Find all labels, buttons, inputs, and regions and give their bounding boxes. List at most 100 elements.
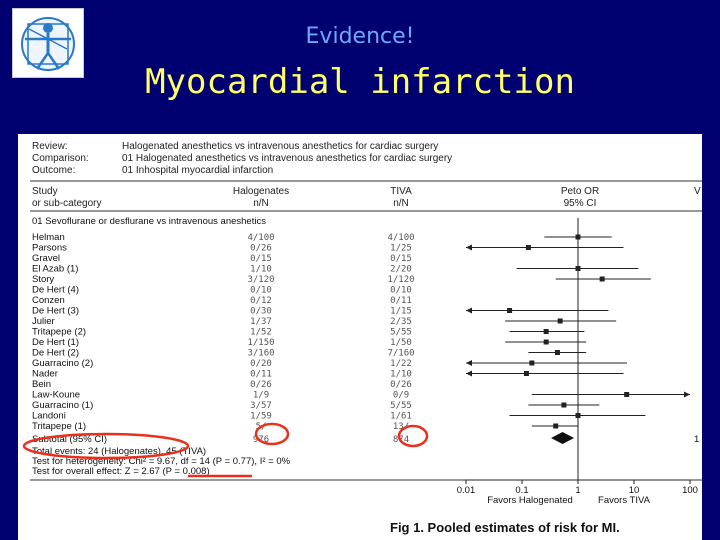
halogenates-events: 0/26 (250, 244, 272, 254)
x-tick-label: 0.01 (457, 485, 476, 496)
col-tiva-header: TIVA (390, 186, 412, 197)
favors-halogenated-label: Favors Halogenated (487, 495, 573, 506)
tiva-events: 0/26 (390, 380, 412, 390)
study-name: Law-Koune (32, 390, 80, 401)
point-estimate (523, 371, 529, 376)
x-axis: 0.01 0.1 1 10 100 (457, 479, 698, 496)
col-halogenates-subheader: n/N (253, 198, 269, 209)
point-estimate (543, 339, 549, 345)
point-estimate (553, 423, 559, 429)
tiva-events: 2/35 (390, 317, 412, 327)
ci-arrow-left (466, 370, 472, 377)
point-estimate (599, 276, 605, 282)
col-study-subheader: or sub-category (32, 198, 101, 209)
tiva-events: 1/22 (390, 359, 412, 369)
pre-title: Evidence! (305, 24, 415, 49)
tiva-events: 7/160 (387, 349, 414, 359)
tiva-events: 0/9 (393, 391, 409, 401)
study-name: Tritapepe (1) (32, 421, 86, 432)
study-name: Conzen (32, 295, 65, 306)
review-text: Halogenated anesthetics vs intravenous a… (122, 141, 438, 152)
total-events: Total events: 24 (Halogenates), 45 (TIVA… (32, 446, 206, 457)
halogenates-events: 0/26 (250, 380, 272, 390)
highlight-subtotal-halogenates-ellipse (254, 422, 290, 446)
col-study-header: Study (32, 186, 58, 197)
halogenates-events: 0/30 (250, 307, 272, 317)
outcome-text: 01 Inhospital myocardial infarction (122, 165, 273, 176)
col-weight-header: V (694, 186, 701, 197)
point-estimate (557, 318, 563, 324)
outcome-label: Outcome: (32, 165, 75, 176)
point-estimate (624, 392, 630, 397)
study-name: El Azab (1) (32, 264, 78, 275)
study-name: Nader (32, 369, 58, 380)
tiva-events: 0/15 (390, 254, 412, 264)
study-name: Gravel (32, 253, 60, 264)
halogenates-events: 0/12 (250, 296, 272, 306)
highlight-total-events-ellipse (22, 432, 190, 460)
halogenates-events: 3/160 (247, 349, 274, 359)
overall-effect-label: Test for overall effect: Z = 2.67 (32, 466, 160, 477)
x-tick-label: 1 (575, 485, 580, 496)
halogenates-events: 1/9 (253, 391, 269, 401)
tiva-events: 1/10 (390, 370, 412, 380)
tiva-events: 0/11 (390, 296, 412, 306)
col-halogenates-header: Halogenates (233, 186, 289, 197)
point-estimate (507, 308, 513, 313)
x-tick-label: 0.1 (515, 485, 528, 496)
halogenates-events: 0/20 (250, 359, 272, 369)
point-estimate (543, 329, 549, 334)
comparison-label: Comparison: (32, 153, 89, 164)
study-name: Guarracino (1) (32, 400, 93, 411)
halogenates-events: 0/11 (250, 370, 272, 380)
ci-arrow-left (466, 360, 472, 366)
ci-arrow-left (466, 244, 472, 251)
review-label: Review: (32, 141, 68, 152)
study-name: De Hert (1) (32, 337, 79, 348)
halogenates-events: 1/150 (247, 338, 274, 348)
page-title: Myocardial infarction (145, 62, 575, 102)
subtotal-weight: 1 (694, 434, 699, 445)
tiva-events: 2/20 (390, 265, 412, 275)
forest-plot: Review: Halogenated anesthetics vs intra… (22, 141, 702, 535)
tiva-events: 0/10 (390, 286, 412, 296)
pooled-estimate-diamond (551, 432, 575, 444)
figure-caption: Fig 1. Pooled estimates of risk for MI. (390, 520, 620, 535)
halogenates-events: 3/57 (250, 401, 272, 411)
col-tiva-subheader: n/N (393, 198, 409, 209)
tiva-events: 13/ (393, 422, 409, 432)
subgroup-heading: 01 Sevoflurane or desflurane vs intraven… (32, 216, 266, 227)
halogenates-events: 3/120 (247, 275, 274, 285)
vitruvian-man-icon (21, 17, 75, 71)
study-name: Guarracino (2) (32, 358, 93, 369)
study-name: Bein (32, 379, 51, 390)
col-or-header: Peto OR (561, 186, 599, 197)
tiva-events: 5/55 (390, 328, 412, 338)
study-name: Story (32, 274, 54, 285)
study-name: De Hert (2) (32, 348, 79, 359)
halogenates-events: 1/37 (250, 317, 272, 327)
halogenates-events: 0/15 (250, 254, 272, 264)
study-name: Helman (32, 232, 65, 243)
study-name: De Hert (4) (32, 285, 79, 296)
halogenates-events: 1/52 (250, 328, 272, 338)
ci-arrow-left (466, 307, 472, 314)
study-rows: Helman 4/100 4/100 Parsons 0/26 1/25 Gravel 0/1… (32, 232, 690, 432)
halogenates-events: 4/100 (247, 233, 274, 243)
study-name: Julier (32, 316, 55, 327)
study-name: Tritapepe (2) (32, 327, 86, 338)
forest-plot-figure: Review: Halogenated anesthetics vs intra… (18, 134, 702, 540)
favors-tiva-label: Favors TIVA (598, 495, 651, 506)
ci-arrow-right (684, 391, 690, 398)
highlight-subtotal-tiva-ellipse (397, 424, 429, 448)
tiva-events: 1/50 (390, 338, 412, 348)
tiva-events: 1/25 (390, 244, 412, 254)
tiva-events: 1/120 (387, 275, 414, 285)
halogenates-events: 1/10 (250, 265, 272, 275)
overall-effect-p: (P = 0.008) (163, 466, 210, 477)
study-name: Landoni (32, 411, 66, 422)
tiva-events: 5/55 (390, 401, 412, 411)
subtotal-label: Subtotal (95% CI) (32, 434, 107, 445)
tiva-events: 1/15 (390, 307, 412, 317)
study-name: De Hert (3) (32, 306, 79, 317)
